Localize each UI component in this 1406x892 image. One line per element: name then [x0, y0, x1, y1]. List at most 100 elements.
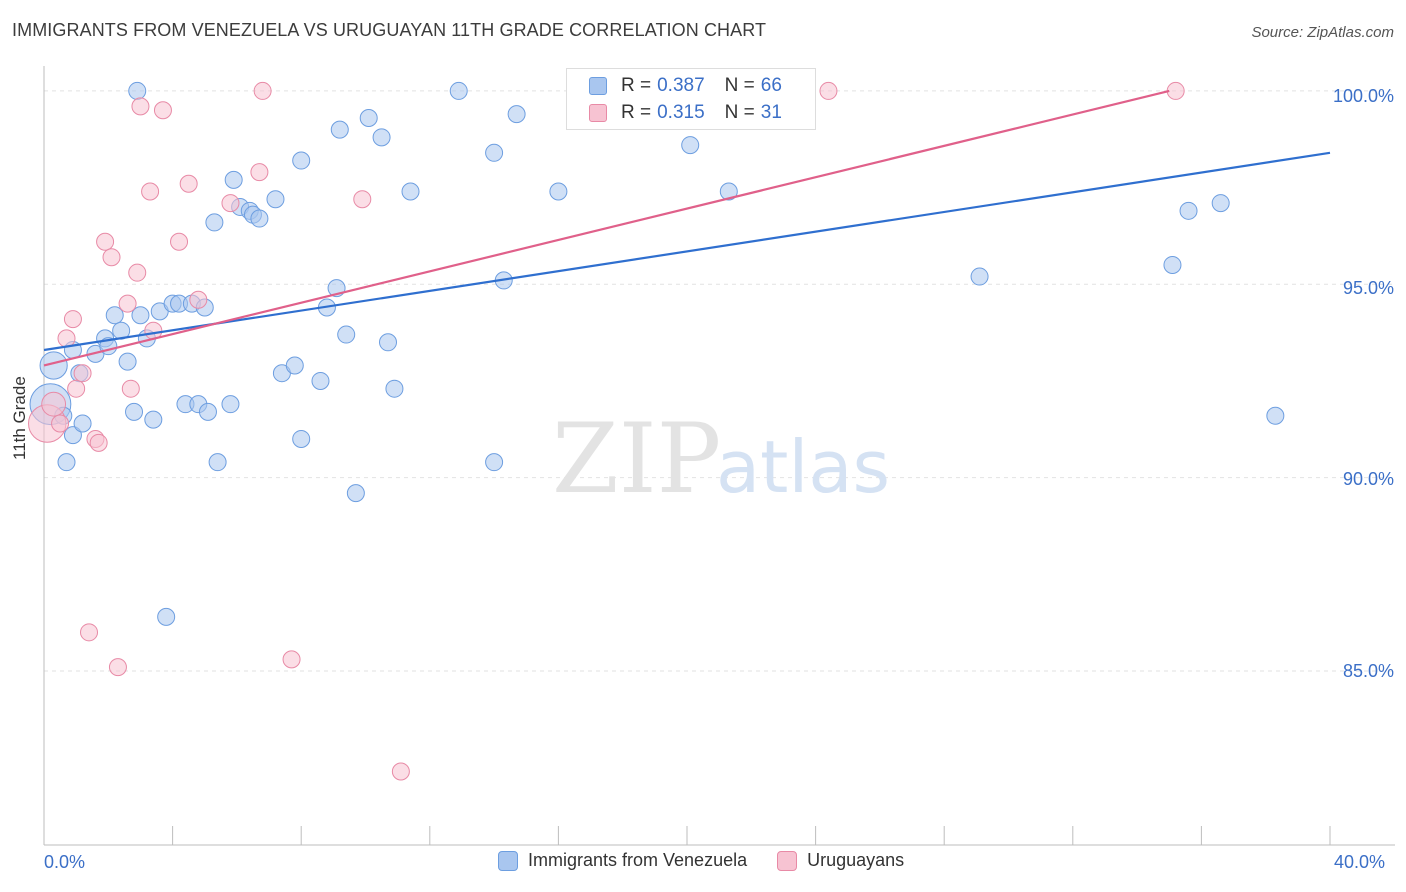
legend-item-venezuela[interactable]: Immigrants from Venezuela — [498, 850, 747, 871]
venezuela-point — [285, 356, 304, 375]
n-value: 31 — [760, 102, 782, 123]
uruguayans-point — [57, 329, 76, 348]
venezuela-point — [221, 395, 240, 414]
stats-legend-row-venezuela: R = 0.387 N = 66 — [589, 73, 788, 99]
stats-legend-row-uruguayans: R = 0.315 N = 31 — [589, 100, 788, 126]
venezuela-point — [144, 410, 163, 429]
uruguayans-point — [73, 364, 92, 383]
uruguayans-legend-swatch — [777, 850, 798, 871]
y-tick-label-95: 95.0% — [1342, 278, 1394, 298]
venezuela-point — [224, 170, 243, 189]
venezuela-point — [485, 143, 504, 162]
venezuela-point — [485, 453, 504, 472]
venezuela-point — [292, 429, 311, 448]
watermark-atlas: atlas — [716, 425, 890, 509]
venezuela-point — [372, 128, 391, 147]
uruguayans-point — [170, 232, 189, 251]
venezuela-point — [1179, 201, 1198, 220]
uruguayans-point — [391, 762, 410, 781]
uruguayans-point — [253, 81, 272, 100]
uruguayans-point — [121, 379, 140, 398]
series-legend: Immigrants from Venezuela Uruguayans — [498, 850, 934, 871]
venezuela-swatch — [589, 77, 607, 95]
chart-source: Source: ZipAtlas.com — [1251, 24, 1394, 41]
uruguayans-point — [51, 414, 70, 433]
x-tick-label-min: 0.0% — [44, 852, 86, 872]
gridlines — [44, 90, 1395, 672]
venezuela-point — [1163, 255, 1182, 274]
uruguayans-point — [41, 391, 67, 417]
r-value: 0.387 — [657, 75, 705, 96]
uruguayans-point — [250, 163, 269, 182]
venezuela-point — [385, 379, 404, 398]
legend-label: Immigrants from Venezuela — [528, 850, 748, 870]
venezuela-point — [379, 333, 398, 352]
uruguayans-point — [1166, 81, 1185, 100]
uruguayans-swatch — [589, 104, 607, 122]
watermark: ZIP atlas — [552, 403, 890, 515]
uruguayans-point — [118, 294, 137, 313]
venezuela-point — [250, 209, 269, 228]
venezuela-point — [346, 484, 365, 503]
uruguayans-point — [282, 650, 301, 669]
uruguayans-point — [153, 101, 172, 120]
venezuela-point — [330, 120, 349, 139]
n-label: N = — [724, 102, 755, 123]
uruguayans-point — [819, 81, 838, 100]
chart-title: IMMIGRANTS FROM VENEZUELA VS URUGUAYAN 1… — [12, 20, 767, 40]
uruguayans-point — [96, 232, 115, 251]
venezuela-point — [1266, 406, 1285, 425]
venezuela-point — [449, 81, 468, 100]
venezuela-point — [719, 182, 738, 201]
venezuela-point — [128, 81, 147, 100]
venezuela-point — [266, 190, 285, 209]
uruguayans-trend-line — [43, 89, 1170, 367]
venezuela-point — [157, 607, 176, 626]
uruguayans-point — [63, 310, 82, 329]
uruguayans-point — [102, 248, 121, 267]
trend-lines — [43, 89, 1331, 367]
r-value: 0.315 — [657, 102, 705, 123]
venezuela-point — [507, 105, 526, 124]
venezuela-point — [311, 371, 330, 390]
data-points — [28, 81, 1285, 781]
uruguayans-point — [131, 97, 150, 116]
uruguayans-point — [128, 263, 147, 282]
venezuela-legend-swatch — [498, 850, 518, 871]
venezuela-point — [73, 414, 92, 433]
uruguayans-point — [179, 174, 198, 193]
venezuela-point — [401, 182, 420, 201]
venezuela-point — [118, 352, 137, 371]
venezuela-point — [292, 151, 311, 170]
venezuela-point — [681, 136, 700, 155]
venezuela-point — [1211, 194, 1230, 213]
watermark-zip: ZIP — [552, 403, 721, 515]
uruguayans-point — [353, 190, 372, 209]
axes — [43, 66, 1395, 846]
y-tick-label-100: 100.0% — [1332, 86, 1394, 106]
uruguayans-point — [189, 290, 208, 309]
venezuela-point — [198, 402, 217, 421]
venezuela-point — [57, 453, 76, 472]
uruguayans-point — [89, 433, 108, 452]
venezuela-point — [39, 351, 68, 380]
venezuela-point — [208, 453, 227, 472]
venezuela-point — [205, 213, 224, 232]
venezuela-point — [105, 306, 124, 325]
r-label: R = — [621, 102, 652, 123]
venezuela-point — [63, 426, 82, 445]
venezuela-point — [359, 109, 378, 128]
venezuela-trend-line — [43, 151, 1331, 352]
y-tick-label-85: 85.0% — [1342, 661, 1394, 681]
uruguayans-point — [141, 182, 160, 201]
venezuela-point — [131, 306, 150, 325]
legend-item-uruguayans[interactable]: Uruguayans — [777, 850, 904, 871]
venezuela-point — [970, 267, 989, 286]
uruguayans-point — [221, 194, 240, 213]
n-label: N = — [724, 75, 755, 96]
x-tick-label-max: 40.0% — [1334, 852, 1386, 872]
r-label: R = — [621, 75, 652, 96]
legend-label: Uruguayans — [807, 850, 905, 870]
uruguayans-point — [108, 658, 127, 677]
